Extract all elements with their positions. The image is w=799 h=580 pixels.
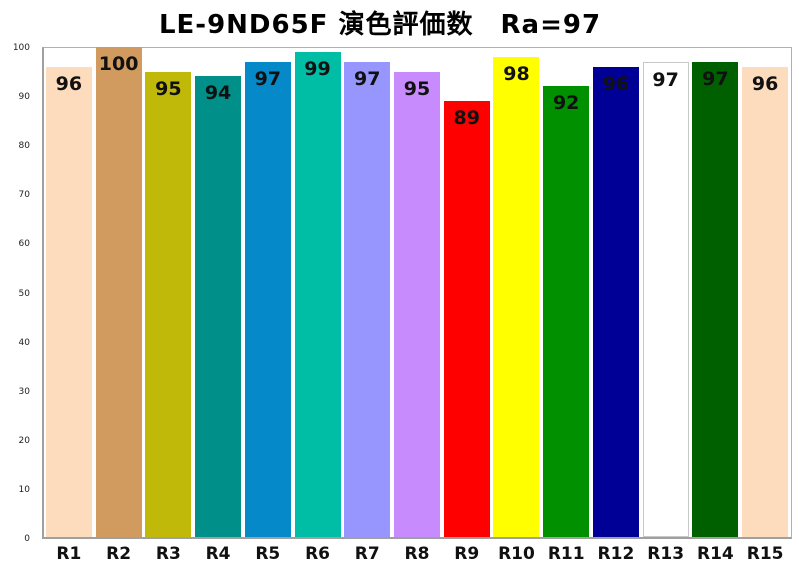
x-tick-label: R1 <box>56 544 82 564</box>
bar-r8: 95 <box>394 71 440 537</box>
y-tick-label: 80 <box>18 141 30 152</box>
bar-r4: 94 <box>195 76 242 537</box>
y-tick-label: 60 <box>18 239 30 250</box>
data-label: 95 <box>155 77 182 100</box>
y-tick-label: 30 <box>18 386 30 397</box>
bar-r5: 97 <box>244 61 291 537</box>
plot-area: 96 100 95 94 97 99 97 95 89 98 92 96 97 97 96 <box>42 47 792 539</box>
data-label: 89 <box>453 106 480 129</box>
x-tick-label: R10 <box>498 544 535 564</box>
data-label: 92 <box>552 92 580 115</box>
x-tick-label: R14 <box>697 544 734 564</box>
data-label: 95 <box>403 77 431 100</box>
data-label: 94 <box>204 82 232 105</box>
bar-r11: 92 <box>543 86 590 537</box>
data-label: 98 <box>503 62 530 85</box>
x-tick-label: R6 <box>305 544 330 564</box>
x-tick-label: R4 <box>205 544 231 564</box>
data-label: 97 <box>652 68 679 91</box>
bar-r13: 97 <box>642 61 689 537</box>
data-label: 97 <box>254 67 282 90</box>
x-tick-label: R8 <box>404 544 430 564</box>
data-label: 97 <box>702 67 729 90</box>
x-tick-label: R5 <box>255 544 281 564</box>
x-tick-label: R9 <box>454 544 480 564</box>
data-label: 100 <box>98 53 139 75</box>
y-tick-label: 100 <box>12 43 30 53</box>
y-tick-label: 40 <box>18 337 30 348</box>
y-tick-label: 90 <box>18 92 30 103</box>
bar-r10: 98 <box>493 56 540 537</box>
bar-r2: 100 <box>95 47 142 537</box>
x-tick-label: R11 <box>547 544 585 564</box>
y-tick-label: 10 <box>18 484 30 495</box>
bar-r3: 95 <box>145 71 192 537</box>
chart-title: LE-9ND65F 演色評価数 Ra=97 <box>158 10 602 40</box>
bar-r1: 96 <box>45 66 92 537</box>
x-tick-label: R12 <box>597 544 635 564</box>
data-label: 96 <box>55 72 83 95</box>
y-tick-label: 20 <box>18 435 30 446</box>
data-label: 99 <box>304 57 331 80</box>
bar-r14: 97 <box>692 61 739 537</box>
x-tick-label: R7 <box>354 544 380 564</box>
bar-r7: 97 <box>344 61 391 537</box>
data-label: 96 <box>602 72 630 95</box>
x-tick-label: R13 <box>647 544 685 564</box>
x-tick-label: R3 <box>155 544 181 564</box>
data-label: 96 <box>751 72 779 95</box>
y-tick-label: 70 <box>18 190 30 201</box>
x-tick-label: R15 <box>746 544 784 564</box>
bar-r6: 99 <box>294 51 341 537</box>
data-label: 97 <box>354 67 381 90</box>
bar-r15: 96 <box>742 66 789 537</box>
y-tick-label: 0 <box>24 534 30 544</box>
bar-r9: 89 <box>443 100 490 537</box>
bar-r12: 96 <box>592 66 639 537</box>
y-tick-label: 50 <box>18 288 30 299</box>
x-tick-label: R2 <box>106 544 132 564</box>
